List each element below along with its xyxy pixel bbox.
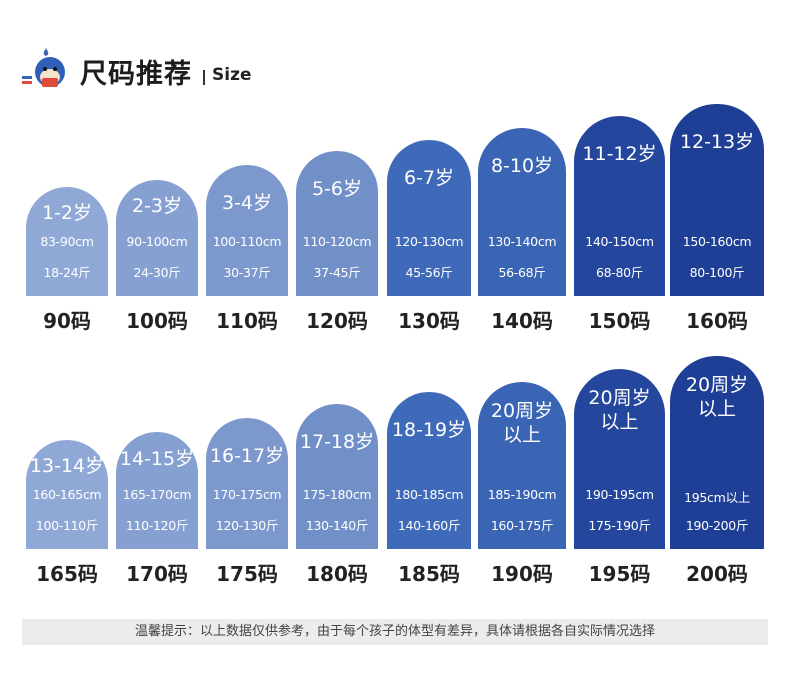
size-card: 5-6岁 110-120cm 37-45斤 xyxy=(296,151,378,296)
tip-note: 温馨提示：以上数据仅供参考，由于每个孩子的体型有差异，具体请根据各自实际情况选择 xyxy=(22,619,768,645)
age-label: 18-19岁 xyxy=(391,419,467,441)
size-card: 8-10岁 130-140cm 56-68斤 xyxy=(478,128,566,296)
height-range: 195cm以上 xyxy=(684,490,750,505)
weight-range: 18-24斤 xyxy=(43,265,91,280)
weight-range: 160-175斤 xyxy=(490,518,554,533)
age-label: 3-4岁 xyxy=(221,192,273,214)
height-range: 90-100cm xyxy=(126,234,188,249)
size-code: 130码 xyxy=(398,309,460,333)
age-label: 6-7岁 xyxy=(403,167,455,189)
height-range: 83-90cm xyxy=(40,234,94,249)
size-code: 110码 xyxy=(216,309,278,333)
size-code: 150码 xyxy=(588,309,651,333)
size-code: 190码 xyxy=(491,562,553,586)
age-label: 13-14岁 xyxy=(29,455,105,477)
header: 尺码推荐 Size xyxy=(22,46,422,96)
size-card: 14-15岁 165-170cm 110-120斤 xyxy=(116,432,198,549)
age-label: 5-6岁 xyxy=(311,178,363,200)
height-range: 120-130cm xyxy=(394,234,464,249)
page-title: 尺码推荐 xyxy=(80,59,192,90)
weight-range: 56-68斤 xyxy=(498,265,546,280)
height-range: 175-180cm xyxy=(302,487,372,502)
weight-range: 30-37斤 xyxy=(223,265,271,280)
weight-range: 140-160斤 xyxy=(397,518,461,533)
size-card: 20周岁 以上 195cm以上 190-200斤 xyxy=(670,356,764,549)
height-range: 170-175cm xyxy=(212,487,282,502)
whale-mascot-icon xyxy=(22,48,65,87)
size-code: 165码 xyxy=(36,562,98,586)
weight-range: 37-45斤 xyxy=(313,265,361,280)
size-card: 3-4岁 100-110cm 30-37斤 xyxy=(206,165,288,296)
height-range: 180-185cm xyxy=(394,487,464,502)
weight-range: 190-200斤 xyxy=(685,518,749,533)
weight-range: 80-100斤 xyxy=(689,265,745,280)
size-card: 1-2岁 83-90cm 18-24斤 xyxy=(26,187,108,296)
weight-range: 130-140斤 xyxy=(305,518,369,533)
height-range: 130-140cm xyxy=(487,234,557,249)
size-code: 175码 xyxy=(216,562,278,586)
height-range: 100-110cm xyxy=(212,234,282,249)
size-code: 180码 xyxy=(306,562,368,586)
size-code: 90码 xyxy=(43,309,91,333)
weight-range: 110-120斤 xyxy=(125,518,189,533)
height-range: 140-150cm xyxy=(585,234,654,249)
age-label: 16-17岁 xyxy=(209,445,285,467)
size-card: 16-17岁 170-175cm 120-130斤 xyxy=(206,418,288,549)
height-range: 150-160cm xyxy=(682,234,752,249)
page-subtitle: Size xyxy=(212,65,252,85)
size-code: 120码 xyxy=(306,309,368,333)
size-code: 200码 xyxy=(686,562,748,586)
size-code: 185码 xyxy=(398,562,460,586)
size-card: 17-18岁 175-180cm 130-140斤 xyxy=(296,404,378,549)
height-range: 160-165cm xyxy=(32,487,102,502)
size-code: 140码 xyxy=(491,309,553,333)
size-card: 20周岁 以上 185-190cm 160-175斤 xyxy=(478,382,566,549)
height-range: 190-195cm xyxy=(585,487,654,502)
size-card: 20周岁 以上 190-195cm 175-190斤 xyxy=(574,369,665,549)
size-code: 100码 xyxy=(126,309,188,333)
weight-range: 175-190斤 xyxy=(588,518,651,533)
age-label: 8-10岁 xyxy=(490,155,554,177)
weight-range: 45-56斤 xyxy=(405,265,453,280)
age-label: 20周岁 以上 xyxy=(588,387,651,433)
size-card: 12-13岁 150-160cm 80-100斤 xyxy=(670,104,764,296)
weight-range: 100-110斤 xyxy=(35,518,99,533)
age-label: 12-13岁 xyxy=(679,131,755,153)
height-range: 110-120cm xyxy=(302,234,372,249)
age-label: 14-15岁 xyxy=(119,448,195,470)
size-card: 13-14岁 160-165cm 100-110斤 xyxy=(26,440,108,549)
height-range: 185-190cm xyxy=(487,487,557,502)
age-label: 1-2岁 xyxy=(41,202,93,224)
title-divider xyxy=(203,70,205,85)
size-card: 2-3岁 90-100cm 24-30斤 xyxy=(116,180,198,296)
weight-range: 68-80斤 xyxy=(595,265,644,280)
age-label: 17-18岁 xyxy=(299,431,375,453)
size-card: 18-19岁 180-185cm 140-160斤 xyxy=(387,392,471,549)
age-label: 20周岁 以上 xyxy=(685,374,749,420)
age-label: 2-3岁 xyxy=(131,195,183,217)
age-label: 11-12岁 xyxy=(582,143,657,165)
weight-range: 24-30斤 xyxy=(133,265,181,280)
size-code: 195码 xyxy=(588,562,651,586)
size-card: 11-12岁 140-150cm 68-80斤 xyxy=(574,116,665,296)
size-code: 160码 xyxy=(686,309,748,333)
size-code: 170码 xyxy=(126,562,188,586)
age-label: 20周岁 以上 xyxy=(490,400,554,446)
height-range: 165-170cm xyxy=(122,487,192,502)
size-card: 6-7岁 120-130cm 45-56斤 xyxy=(387,140,471,296)
weight-range: 120-130斤 xyxy=(215,518,279,533)
